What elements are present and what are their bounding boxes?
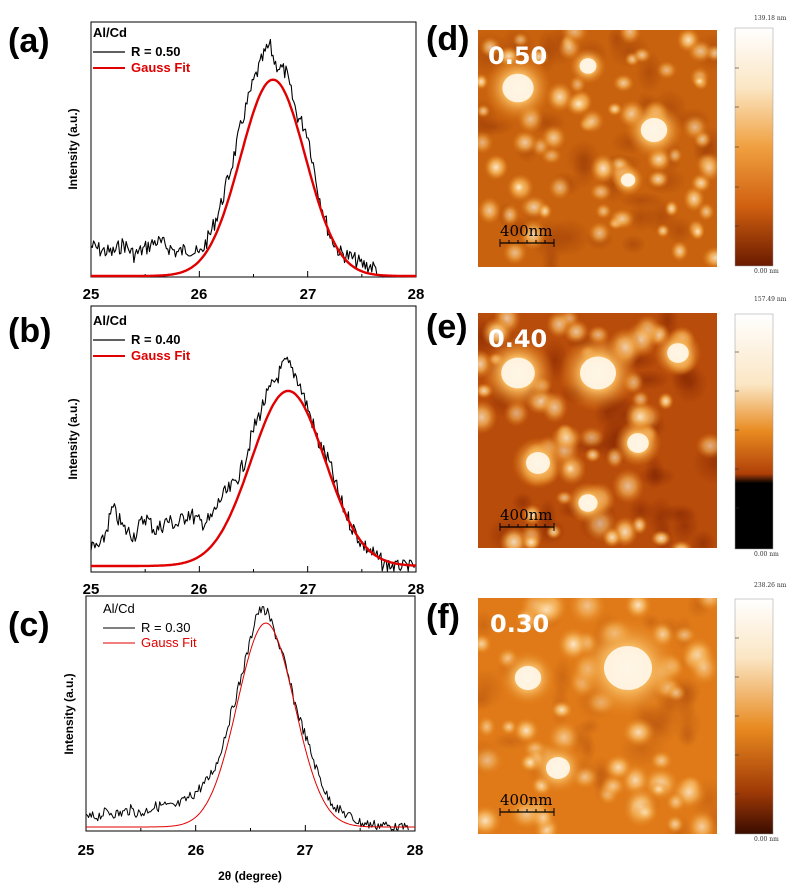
x-tick-b-27: 27 — [300, 581, 317, 598]
series-data-c — [85, 606, 409, 831]
y-axis-label-c: Intensity (a.u.) — [62, 673, 76, 754]
series-data-b — [90, 356, 415, 572]
panel-a: (a) Intensity (a.u.) 25 26 27 28 Al/Cd R… — [8, 21, 425, 303]
x-tick-a-26: 26 — [191, 286, 208, 303]
afm-image-d — [478, 30, 717, 267]
legend-title-b: Al/Cd — [93, 313, 127, 328]
panel-label-d: (d) — [426, 20, 469, 58]
scale-bar-e: 400nm — [499, 506, 555, 531]
colorbar-min-e: 0.00 nm — [754, 551, 779, 558]
colorbar-e: 157.49 nm 0.00 nm — [734, 296, 787, 558]
x-tick-c-25: 25 — [78, 842, 95, 859]
panel-label-b: (b) — [8, 312, 51, 350]
afm-panel-d: (d) 0.50 400nm 139.18 nm 0.00 nm — [426, 15, 787, 275]
legend-fit-b: Gauss Fit — [131, 348, 191, 363]
x-tick-a-25: 25 — [83, 286, 100, 303]
afm-panel-e: (e) 0.40 400nm 157.49 nm 0.00 nm — [426, 296, 787, 558]
legend-a: Al/Cd R = 0.50 Gauss Fit — [93, 25, 191, 75]
afm-image-f — [478, 598, 717, 834]
afm-panel-f: (f) 0.30 400nm 238.26 nm 0.00 nm — [426, 582, 787, 843]
series-fit-c — [86, 622, 415, 828]
legend-title-c: Al/Cd — [103, 601, 135, 616]
afm-value-f: 0.30 — [490, 610, 549, 638]
scale-bar-d: 400nm — [499, 222, 555, 247]
legend-data-c: R = 0.30 — [141, 620, 191, 635]
series-fit-b — [91, 389, 417, 568]
x-tick-b-26: 26 — [191, 581, 208, 598]
colorbar-max-e: 157.49 nm — [754, 296, 787, 303]
x-tick-c-26: 26 — [188, 842, 205, 859]
colorbar-min-d: 0.00 nm — [754, 268, 779, 275]
colorbar-f: 238.26 nm 0.00 nm — [734, 582, 787, 843]
x-tick-a-27: 27 — [300, 286, 317, 303]
afm-value-e: 0.40 — [488, 325, 547, 353]
panel-label-e: (e) — [426, 308, 468, 346]
x-tick-b-28: 28 — [408, 581, 425, 598]
legend-fit-c: Gauss Fit — [141, 635, 197, 650]
scale-bar-label-d: 400nm — [500, 222, 553, 240]
colorbar-min-f: 0.00 nm — [754, 836, 779, 843]
afm-value-d: 0.50 — [488, 42, 547, 70]
legend-fit-a: Gauss Fit — [131, 60, 191, 75]
afm-image-e — [478, 313, 717, 548]
legend-data-a: R = 0.50 — [131, 44, 181, 59]
legend-b: Al/Cd R = 0.40 Gauss Fit — [93, 313, 191, 363]
legend-data-b: R = 0.40 — [131, 332, 181, 347]
x-tick-c-27: 27 — [297, 842, 314, 859]
scale-bar-f: 400nm — [499, 791, 555, 816]
panel-c: (c) Intensity (a.u.) 25 26 27 28 2θ (deg… — [8, 595, 424, 883]
panel-label-c: (c) — [8, 606, 50, 644]
x-tick-b-25: 25 — [83, 581, 100, 598]
plot-frame-c — [85, 595, 416, 832]
y-axis-label-a: Intensity (a.u.) — [66, 108, 80, 189]
legend-title-a: Al/Cd — [93, 25, 127, 40]
scale-bar-label-f: 400nm — [500, 791, 553, 809]
x-tick-a-28: 28 — [408, 286, 425, 303]
x-axis-label-c: 2θ (degree) — [218, 869, 282, 883]
panel-label-a: (a) — [8, 22, 50, 60]
colorbar-max-d: 139.18 nm — [754, 15, 787, 22]
y-axis-label-b: Intensity (a.u.) — [66, 398, 80, 479]
legend-c: Al/Cd R = 0.30 Gauss Fit — [103, 601, 197, 650]
panel-b: (b) Intensity (a.u.) 25 26 27 28 Al/Cd R… — [8, 305, 425, 598]
panel-label-f: (f) — [426, 598, 460, 636]
colorbar-d: 139.18 nm 0.00 nm — [734, 15, 787, 275]
colorbar-max-f: 238.26 nm — [754, 582, 787, 589]
x-tick-c-28: 28 — [407, 842, 424, 859]
scale-bar-label-e: 400nm — [500, 506, 553, 524]
series-fit-a — [91, 78, 416, 278]
